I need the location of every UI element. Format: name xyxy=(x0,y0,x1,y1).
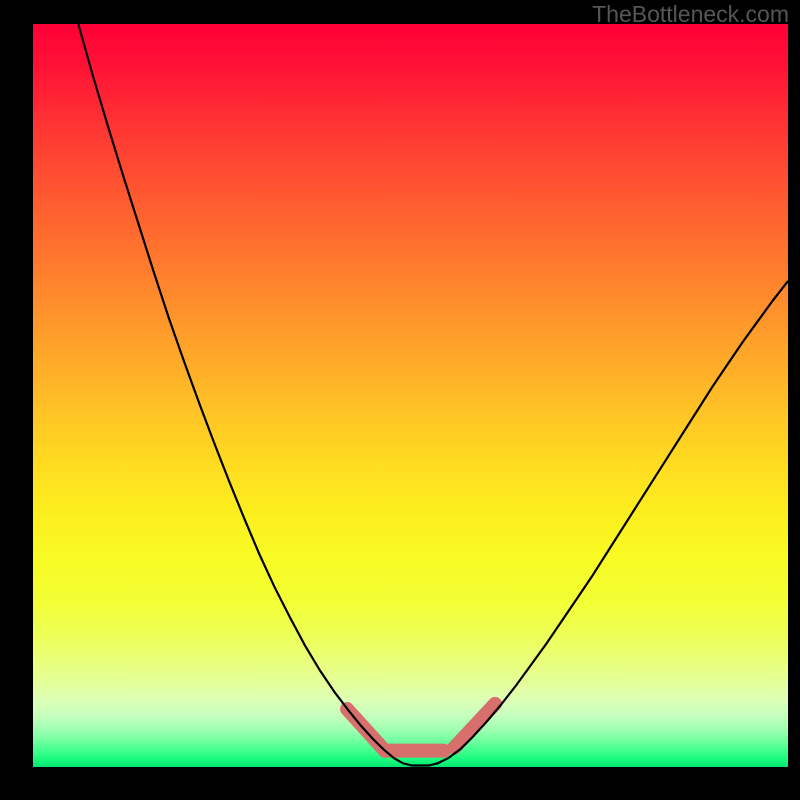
curve-layer xyxy=(33,24,788,767)
highlight-segment xyxy=(454,704,495,748)
watermark-text: TheBottleneck.com xyxy=(592,1,789,28)
bottleneck-curve xyxy=(78,24,788,766)
highlight-group xyxy=(347,704,495,751)
plot-area xyxy=(33,24,788,767)
chart-frame: TheBottleneck.com xyxy=(0,0,800,800)
